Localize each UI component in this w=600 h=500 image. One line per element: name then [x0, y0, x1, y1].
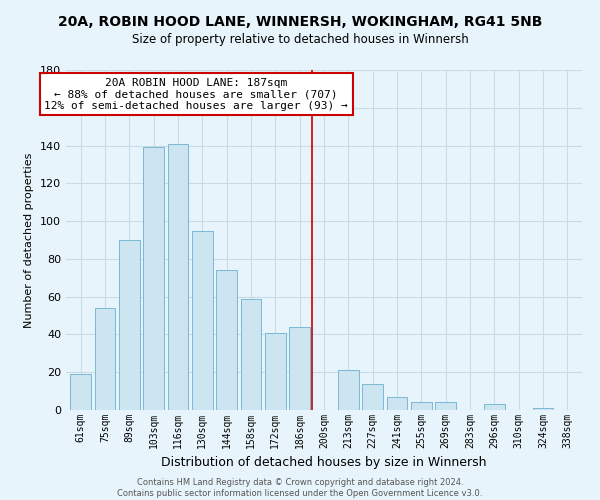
Bar — [143, 148, 164, 410]
Bar — [386, 397, 407, 410]
Text: Contains HM Land Registry data © Crown copyright and database right 2024.
Contai: Contains HM Land Registry data © Crown c… — [118, 478, 482, 498]
Bar — [484, 404, 505, 410]
Bar — [362, 384, 383, 410]
Bar — [436, 402, 456, 410]
Bar — [533, 408, 553, 410]
Bar — [70, 374, 91, 410]
Bar — [411, 402, 432, 410]
Bar — [265, 332, 286, 410]
Bar — [338, 370, 359, 410]
Y-axis label: Number of detached properties: Number of detached properties — [25, 152, 34, 328]
X-axis label: Distribution of detached houses by size in Winnersh: Distribution of detached houses by size … — [161, 456, 487, 469]
Bar — [241, 298, 262, 410]
Bar — [289, 327, 310, 410]
Text: 20A ROBIN HOOD LANE: 187sqm
← 88% of detached houses are smaller (707)
12% of se: 20A ROBIN HOOD LANE: 187sqm ← 88% of det… — [44, 78, 348, 111]
Bar — [95, 308, 115, 410]
Text: Size of property relative to detached houses in Winnersh: Size of property relative to detached ho… — [131, 32, 469, 46]
Bar — [119, 240, 140, 410]
Bar — [216, 270, 237, 410]
Text: 20A, ROBIN HOOD LANE, WINNERSH, WOKINGHAM, RG41 5NB: 20A, ROBIN HOOD LANE, WINNERSH, WOKINGHA… — [58, 15, 542, 29]
Bar — [167, 144, 188, 410]
Bar — [192, 230, 212, 410]
